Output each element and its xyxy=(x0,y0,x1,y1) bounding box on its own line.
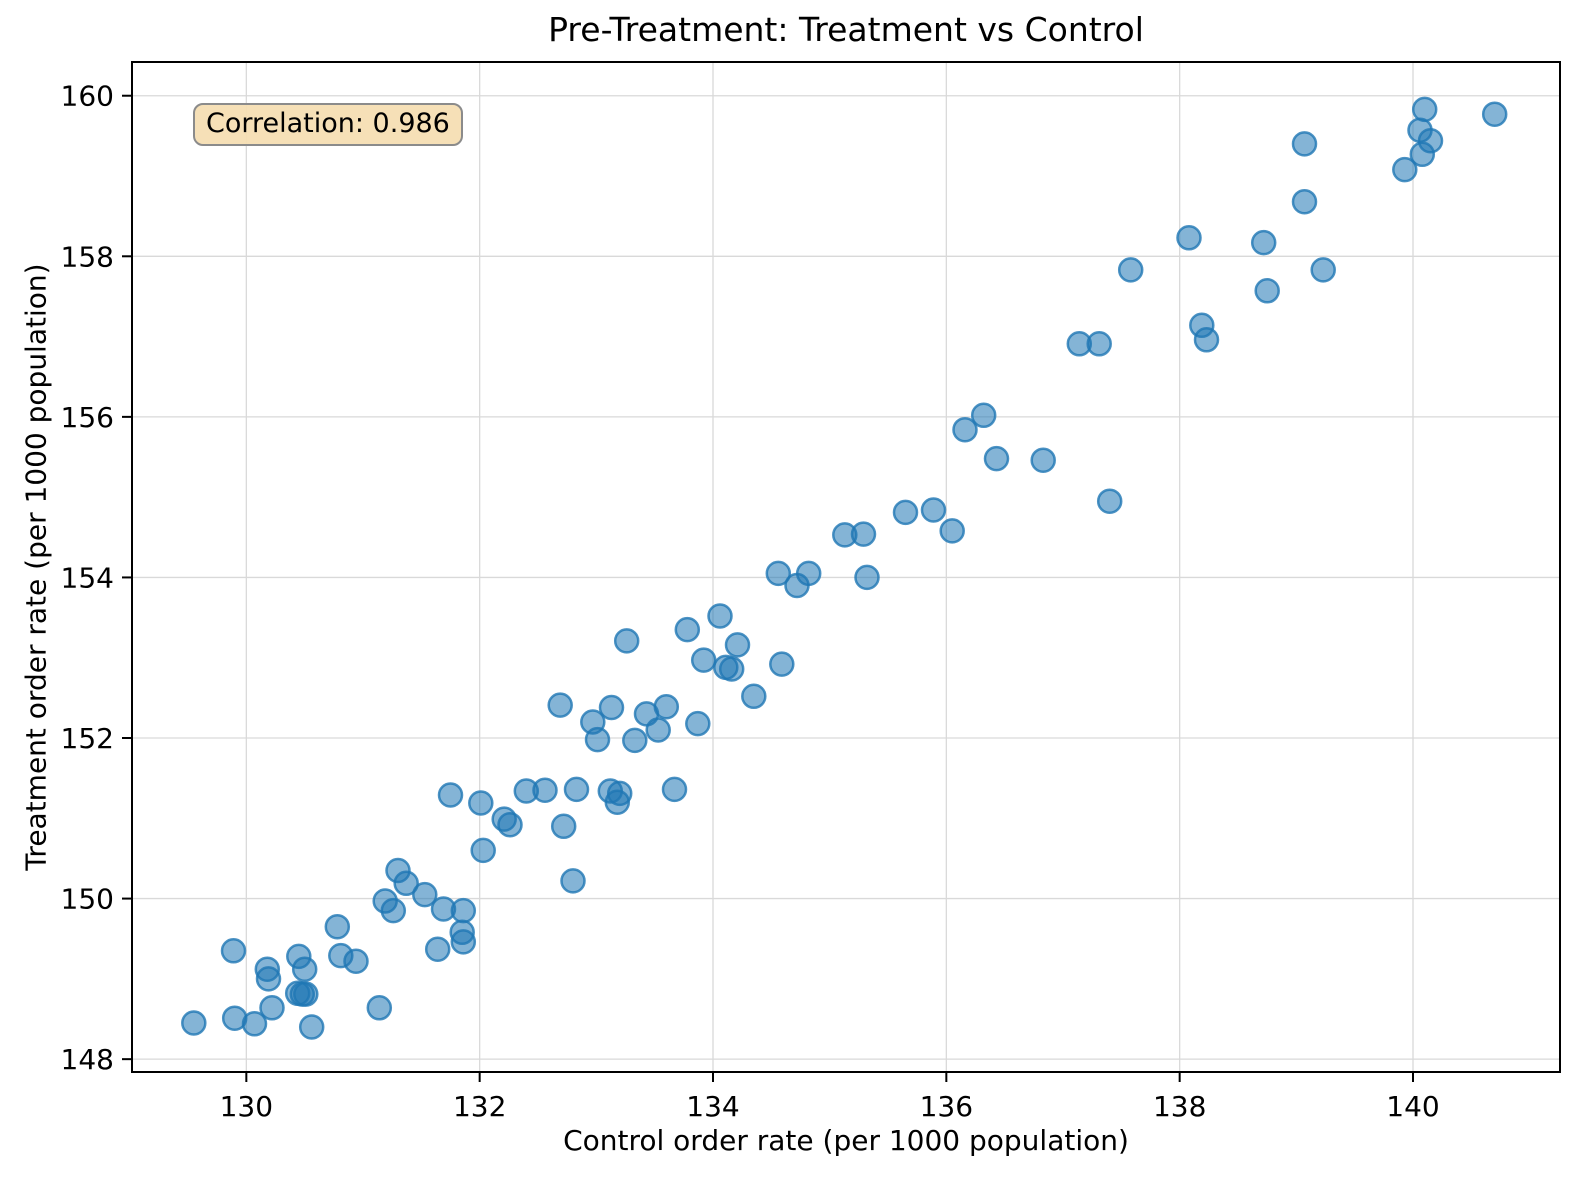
scatter-point xyxy=(674,616,701,643)
scatter-point xyxy=(293,981,319,1007)
scatter-point xyxy=(241,1011,268,1037)
scatter-point xyxy=(653,693,680,720)
scatter-point xyxy=(550,813,577,840)
scatter-point xyxy=(1291,188,1318,215)
scatter-point xyxy=(724,632,751,658)
scatter-point xyxy=(1409,141,1436,168)
y-tick-label: 158 xyxy=(61,240,114,273)
scatter-point xyxy=(1030,447,1056,473)
scatter-point xyxy=(1086,331,1112,357)
scatter-point xyxy=(343,948,369,974)
scatter-point xyxy=(1254,278,1280,304)
scatter-point xyxy=(854,564,880,591)
y-tick-label: 152 xyxy=(61,722,114,755)
x-tick-label: 130 xyxy=(220,1090,273,1123)
scatter-point xyxy=(765,560,792,587)
scatter-point xyxy=(952,416,978,443)
scatter-point xyxy=(560,868,586,894)
x-axis-label: Control order rate (per 1000 population) xyxy=(563,1124,1129,1157)
scatter-point xyxy=(366,995,393,1021)
scatter-point xyxy=(412,881,438,908)
scatter-point xyxy=(741,683,767,710)
scatter-point xyxy=(690,647,717,673)
scatter-point xyxy=(1392,156,1418,183)
y-tick-label: 148 xyxy=(61,1043,114,1076)
scatter-point xyxy=(1481,101,1508,127)
scatter-point xyxy=(181,1010,207,1036)
scatter-point xyxy=(892,499,919,526)
scatter-point xyxy=(298,1014,325,1040)
scatter-point xyxy=(380,897,407,924)
scatter-point xyxy=(324,913,351,940)
scatter-point xyxy=(1310,257,1336,283)
scatter-point xyxy=(424,936,451,962)
y-tick-label: 150 xyxy=(61,883,114,916)
scatter-point xyxy=(468,790,494,816)
correlation-annotation: Correlation: 0.986 xyxy=(193,103,463,146)
scatter-point xyxy=(497,811,523,838)
scatter-point xyxy=(939,518,965,544)
scatter-point xyxy=(685,710,711,737)
scatter-point xyxy=(1250,229,1277,256)
scatter-point xyxy=(1176,225,1202,251)
x-tick-label: 132 xyxy=(453,1090,506,1123)
scatter-point xyxy=(470,837,496,864)
scatter-point xyxy=(291,956,318,982)
scatter-point xyxy=(450,929,477,955)
scatter-point xyxy=(850,521,877,547)
x-tick-label: 136 xyxy=(920,1090,973,1123)
scatter-point xyxy=(547,692,573,718)
x-tick-label: 138 xyxy=(1153,1090,1206,1123)
scatter-point xyxy=(983,445,1010,472)
scatter-point xyxy=(718,656,745,682)
scatter-point xyxy=(604,789,631,815)
scatter-point xyxy=(1291,131,1318,157)
x-tick-label: 134 xyxy=(686,1090,739,1123)
y-tick-label: 154 xyxy=(61,561,114,594)
scatter-point xyxy=(1193,327,1220,353)
scatter-point xyxy=(622,727,648,754)
scatter-point xyxy=(1096,488,1123,514)
scatter-point xyxy=(437,782,464,808)
scatter-point xyxy=(1411,96,1438,123)
scatter-point xyxy=(970,402,997,429)
scatter-point xyxy=(645,717,671,743)
scatter-point xyxy=(1117,257,1144,283)
scatter-point xyxy=(563,776,590,803)
scatter-point xyxy=(784,572,810,599)
y-tick-label: 156 xyxy=(61,401,114,434)
scatter-point xyxy=(613,628,640,654)
plot-border xyxy=(131,61,1561,1073)
y-tick-label: 160 xyxy=(61,80,114,113)
scatter-point xyxy=(769,651,795,677)
chart-title: Pre-Treatment: Treatment vs Control xyxy=(548,10,1144,49)
scatter-point xyxy=(259,995,285,1021)
scatter-point xyxy=(532,777,558,803)
x-tick-label: 140 xyxy=(1386,1090,1439,1123)
scatter-point xyxy=(255,966,282,992)
scatter-point xyxy=(920,497,947,523)
scatter-point xyxy=(584,726,611,753)
scatter-point xyxy=(450,897,477,924)
scatter-point xyxy=(661,776,688,803)
scatter-point xyxy=(220,938,247,964)
scatter-point xyxy=(707,603,733,629)
scatter-point xyxy=(393,870,419,897)
scatter-point xyxy=(598,694,625,721)
